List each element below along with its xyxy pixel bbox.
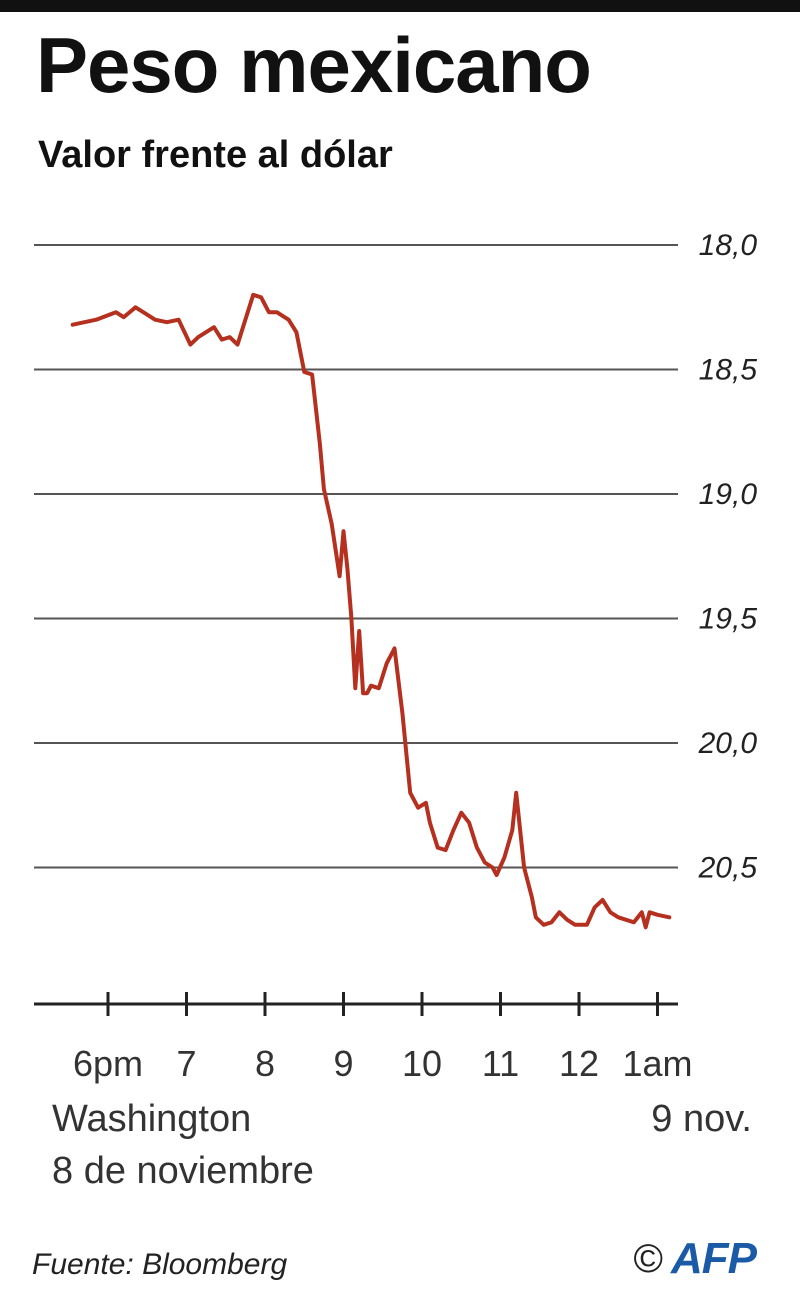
chart-title: Peso mexicano [36, 21, 592, 109]
x-tick-label: 10 [402, 1043, 442, 1084]
y-tick-label: 18,5 [699, 354, 758, 387]
peso-line [70, 292, 672, 930]
credit: © AFP [633, 1234, 757, 1284]
afp-logo: AFP [671, 1234, 757, 1283]
x-tick-label: 9 [333, 1043, 353, 1084]
top-rule [0, 0, 800, 12]
y-tick-label: 19,0 [699, 478, 758, 511]
y-tick-labels: 18,0 18,5 19,0 19,5 20,0 20,5 [698, 229, 758, 885]
y-tick-label: 20,5 [698, 852, 758, 885]
x-ticks: 6pm 7 8 9 10 11 12 1am [73, 992, 693, 1084]
y-tick-label: 18,0 [699, 229, 758, 262]
x-tick-label: 12 [559, 1043, 599, 1084]
x-tick-label: 8 [255, 1043, 275, 1084]
y-tick-label: 19,5 [699, 603, 758, 636]
x-tick-label: 6pm [73, 1043, 143, 1084]
source-label: Fuente: Bloomberg [32, 1248, 288, 1281]
x-tick-label: 11 [482, 1043, 519, 1084]
location-label: Washington [52, 1098, 252, 1140]
date-start-label: 8 de noviembre [52, 1150, 314, 1192]
date-end-label: 9 nov. [651, 1098, 752, 1140]
x-tick-label: 1am [622, 1043, 692, 1084]
gridlines [34, 244, 678, 869]
y-tick-label: 20,0 [698, 727, 758, 760]
chart-subtitle: Valor frente al dólar [38, 134, 393, 176]
x-tick-label: 7 [176, 1043, 196, 1084]
copyright-symbol: © [633, 1236, 663, 1281]
